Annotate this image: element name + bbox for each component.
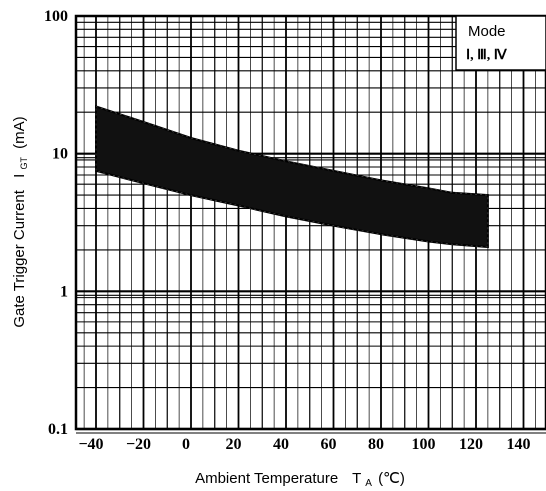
- y-tick-label: 0.1: [48, 421, 68, 438]
- y-axis-title-subscript: GT: [19, 157, 29, 170]
- x-tick-label: 100: [412, 436, 436, 453]
- y-axis-title: Gate Trigger Current I GT (mA): [11, 116, 31, 327]
- x-tick-label: 60: [321, 436, 337, 453]
- y-axis-title-main: Gate Trigger Current: [11, 189, 28, 327]
- y-axis-title-symbol: I: [11, 174, 28, 178]
- data-band-layer: [95, 105, 489, 249]
- x-axis-title-symbol: T: [352, 470, 361, 487]
- x-tick-label: 120: [459, 436, 483, 453]
- x-tick-label: 20: [226, 436, 242, 453]
- x-axis-title-subscript: A: [365, 478, 372, 489]
- x-tick-label: 80: [368, 436, 384, 453]
- legend-title: Mode: [468, 23, 506, 40]
- x-axis-title-main: Ambient Temperature: [195, 470, 338, 487]
- y-tick-label: 10: [52, 146, 68, 163]
- y-tick-labels: 0.1 1 10 100: [44, 8, 68, 438]
- x-axis-title: Ambient Temperature T A (℃): [195, 470, 405, 490]
- x-tick-label: −40: [78, 436, 103, 453]
- x-tick-label: 140: [507, 436, 531, 453]
- legend: Mode Ⅰ, Ⅲ, Ⅳ: [455, 15, 546, 71]
- legend-box: [455, 15, 546, 71]
- gate-current-band-texture: [95, 106, 489, 248]
- y-tick-label: 100: [44, 8, 68, 25]
- x-tick-labels: −40 −20 0 20 40 60 80 100 120 140: [78, 436, 530, 453]
- x-tick-label: −20: [126, 436, 151, 453]
- plot-border: [74, 14, 546, 431]
- y-tick-label: 1: [60, 283, 68, 300]
- x-tick-label: 40: [273, 436, 289, 453]
- x-axis-title-unit: (℃): [378, 470, 405, 487]
- x-tick-label: 0: [182, 436, 190, 453]
- y-axis-title-unit: (mA): [11, 116, 28, 149]
- legend-modes: Ⅰ, Ⅲ, Ⅳ: [466, 48, 508, 63]
